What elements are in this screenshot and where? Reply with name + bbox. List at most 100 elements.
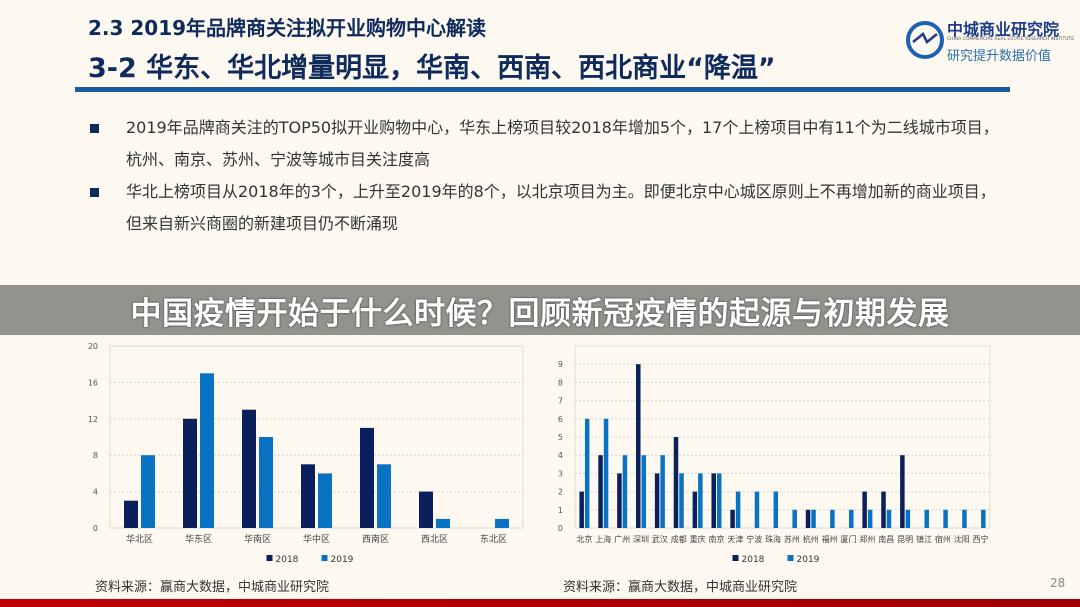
y-tick-label: 7	[558, 397, 563, 406]
y-tick-label: 0	[558, 524, 563, 533]
x-category-label: 重庆	[690, 534, 706, 544]
x-category-label: 东北区	[480, 533, 507, 545]
bullet-list: 2019年品牌商关注的TOP50拟开业购物中心，华东上榜项目较2018年增加5个…	[90, 112, 1010, 240]
bar-2019	[679, 473, 684, 528]
x-category-label: 华中区	[303, 533, 330, 545]
x-category-label: 昆明	[897, 535, 913, 544]
x-category-label: 北京	[576, 534, 592, 544]
x-category-label: 宁波	[746, 534, 762, 544]
bar-2019	[141, 455, 155, 528]
x-category-label: 厦门	[841, 534, 857, 544]
logo-slogan: 研究提升数据价值	[947, 49, 1052, 64]
title-divider	[75, 87, 1010, 92]
x-category-label: 武汉	[652, 534, 668, 544]
x-category-label: 成都	[671, 534, 687, 544]
bar-2018	[419, 491, 433, 528]
logo-name: 中城商业研究院	[947, 20, 1060, 39]
logo-english: CHINA COMMERCIAL REAL ESTATE RESEARCH IN…	[947, 37, 1075, 42]
bar-2018	[692, 491, 698, 528]
bar-2018	[636, 364, 641, 528]
y-tick-label: 0	[93, 524, 98, 533]
x-category-label: 西北区	[421, 534, 448, 545]
x-category-label: 深圳	[633, 534, 649, 544]
bullet-item: 2019年品牌商关注的TOP50拟开业购物中心，华东上榜项目较2018年增加5个…	[90, 112, 1010, 176]
bullet-square-icon	[90, 124, 99, 133]
x-category-label: 宿州	[935, 534, 951, 544]
x-category-label: 珠海	[765, 534, 781, 544]
legend-swatch-2019	[321, 555, 328, 561]
slide-title: 3-2 华东、华北增量明显，华南、西南、西北商业“降温”	[88, 53, 776, 84]
bar-2019	[849, 509, 854, 528]
footer-bar	[0, 599, 1080, 607]
x-category-label: 郑州	[859, 534, 875, 544]
bullet-square-icon	[90, 188, 99, 197]
legend-label: 2018	[742, 555, 765, 565]
bar-2018	[301, 464, 315, 528]
bar-2019	[924, 509, 929, 528]
legend-swatch-2019	[787, 555, 794, 561]
bar-2019	[981, 509, 986, 528]
bar-2019	[377, 464, 391, 528]
bar-2018	[242, 409, 256, 528]
logo-emblem-icon	[906, 21, 944, 59]
y-tick-label: 8	[558, 378, 563, 387]
y-tick-label: 4	[93, 488, 98, 497]
bar-2019	[962, 509, 967, 528]
legend-swatch-2018	[732, 555, 739, 561]
bar-2019	[792, 509, 797, 528]
bar-2019	[811, 509, 816, 528]
y-tick-label: 9	[558, 360, 563, 369]
bar-2018	[862, 491, 867, 528]
bar-2019	[830, 509, 835, 528]
y-tick-label: 8	[93, 451, 98, 460]
x-category-label: 华东区	[185, 533, 212, 545]
y-tick-label: 5	[558, 433, 563, 442]
legend-swatch-2018	[266, 555, 273, 561]
x-category-label: 西南区	[362, 533, 389, 545]
bar-2019	[641, 455, 647, 528]
bar-2018	[881, 491, 886, 528]
bar-2019	[259, 437, 273, 528]
logo: 中城商业研究院 CHINA COMMERCIAL REAL ESTATE RES…	[905, 14, 1075, 70]
x-category-label: 南京	[708, 534, 724, 544]
bar-2019	[773, 491, 779, 528]
bar-2019	[698, 473, 703, 528]
bar-2019	[754, 491, 760, 528]
bar-2018	[673, 437, 679, 528]
x-category-label: 沈阳	[954, 534, 970, 544]
x-category-label: 南昌	[878, 534, 894, 544]
legend-label: 2019	[797, 555, 820, 565]
bar-2018	[360, 427, 374, 528]
legend-label: 2019	[331, 555, 354, 565]
bar-2018	[730, 509, 735, 528]
bar-2019	[318, 473, 332, 528]
x-category-label: 福州	[822, 535, 838, 544]
city-bar-chart: 0 1 2 3 4 5 6 7 8 9 北京 上海 广州 深圳 武汉 成都 重庆 南京 天津 宁波 珠海 苏州 杭州 福州 厦门…	[558, 345, 991, 565]
bar-2018	[805, 509, 811, 528]
bar-2018	[579, 491, 584, 528]
region-bar-chart: 0 4 8 12 16 20 华北区 华东区 华南区 华中区 西南区 西北区 东北区 2018 2019	[88, 342, 524, 565]
y-tick-label: 2	[558, 488, 563, 497]
bar-2019	[200, 373, 214, 528]
bar-2019	[905, 509, 911, 528]
source-note-left: 资料来源：赢商大数据，中城商业研究院	[95, 580, 330, 595]
bar-2019	[495, 518, 509, 528]
bar-2019	[716, 473, 722, 528]
bar-2018	[900, 455, 905, 528]
y-tick-label: 6	[558, 415, 563, 424]
plot-frame	[109, 345, 524, 529]
bullet-item: 华北上榜项目从2018年的3个，上升至2019年的8个，以北京项目为主。即便北京…	[90, 176, 1010, 240]
x-category-label: 镇江	[916, 534, 932, 544]
x-category-label: 杭州	[803, 534, 819, 544]
bar-2018	[598, 455, 603, 528]
bar-2018	[617, 473, 622, 528]
x-category-label: 广州	[614, 534, 630, 544]
bullet-text: 2019年品牌商关注的TOP50拟开业购物中心，华东上榜项目较2018年增加5个…	[126, 118, 999, 169]
y-tick-label: 20	[88, 342, 98, 351]
bar-2018	[124, 500, 138, 528]
y-tick-label: 16	[88, 378, 98, 387]
bar-2019	[584, 418, 590, 528]
x-category-label: 西宁	[973, 534, 989, 544]
page-number: 28	[1050, 576, 1066, 590]
x-category-label: 华南区	[244, 533, 271, 545]
